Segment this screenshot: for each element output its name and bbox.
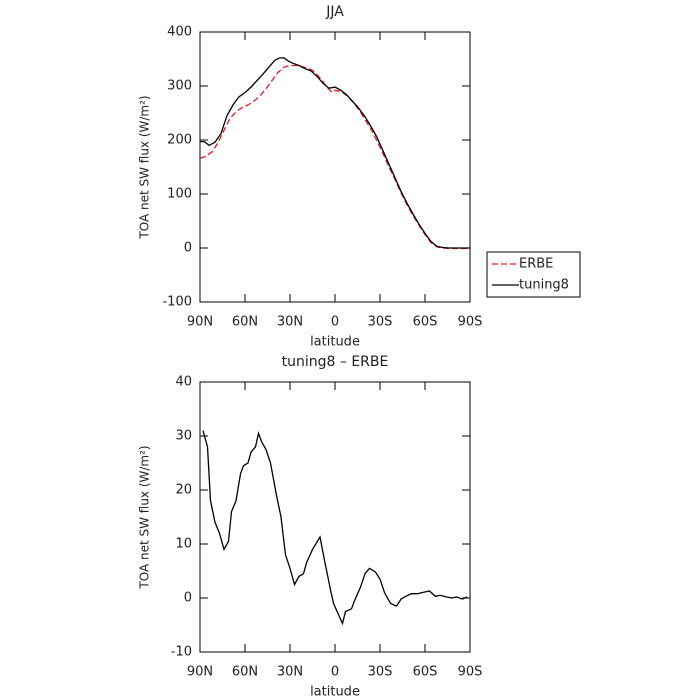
x-tick-label: 60N	[232, 315, 258, 330]
x-tick-label: 90S	[458, 665, 483, 680]
x-tick-label: 60S	[413, 665, 438, 680]
y-tick-label: 400	[167, 25, 192, 40]
x-tick-label: 0	[331, 665, 339, 680]
x-axis-label: latitude	[310, 335, 360, 350]
x-tick-label: 0	[331, 315, 339, 330]
x-tick-label: 60S	[413, 315, 438, 330]
plot-frame	[199, 31, 471, 303]
x-tick-label: 30S	[368, 315, 393, 330]
x-tick-label: 30N	[277, 315, 303, 330]
legend-label: ERBE	[519, 257, 553, 272]
x-tick-label: 30N	[277, 665, 303, 680]
x-tick-label: 60N	[232, 665, 258, 680]
y-tick-label: 0	[184, 241, 192, 256]
x-tick-label: 30S	[368, 665, 393, 680]
y-tick-label: 20	[175, 483, 192, 498]
chart-title: tuning8 – ERBE	[282, 354, 389, 370]
chart-title: JJA	[325, 4, 344, 20]
data-line	[200, 57, 470, 249]
y-tick-label: 0	[184, 591, 192, 606]
legend-box	[486, 251, 581, 298]
plot-frame	[199, 381, 471, 653]
y-tick-label: -10	[171, 645, 192, 660]
y-tick-label: 300	[167, 79, 192, 94]
y-tick-label: 40	[175, 375, 192, 390]
y-tick-label: 10	[175, 537, 192, 552]
y-tick-label: 200	[167, 133, 192, 148]
data-line	[202, 430, 468, 626]
x-axis-label: latitude	[310, 685, 360, 700]
x-tick-label: 90N	[187, 665, 213, 680]
x-tick-label: 90S	[458, 315, 483, 330]
data-line	[199, 64, 470, 250]
y-tick-label: 30	[175, 429, 192, 444]
y-tick-label: 100	[167, 187, 192, 202]
y-axis-label: TOA net SW flux (W/m²)	[138, 445, 152, 589]
x-tick-label: 90N	[187, 315, 213, 330]
legend-label: tuning8	[519, 278, 569, 293]
y-tick-label: -100	[162, 295, 192, 310]
y-axis-label: TOA net SW flux (W/m²)	[138, 95, 152, 239]
